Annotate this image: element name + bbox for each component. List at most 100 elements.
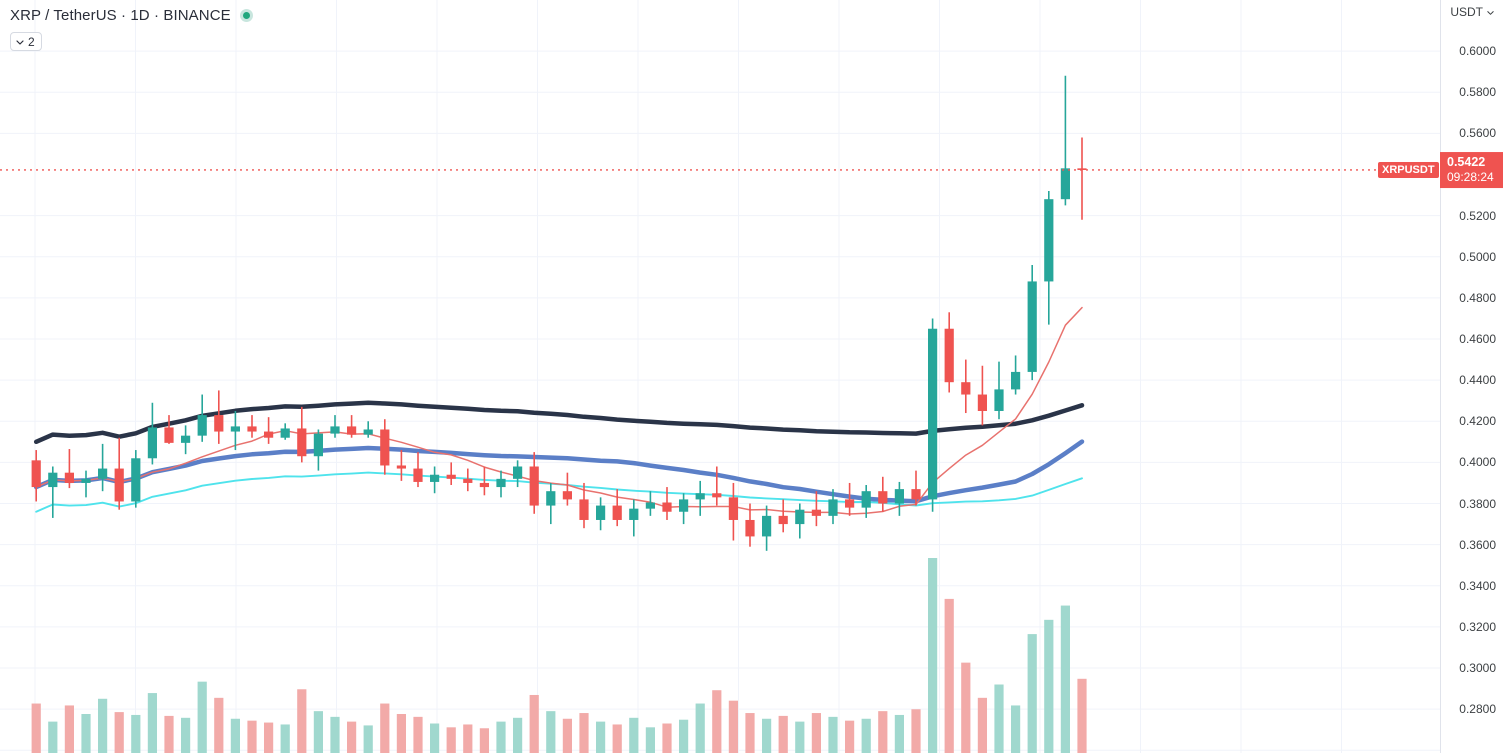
candle-body bbox=[247, 426, 257, 432]
candle-body bbox=[529, 466, 539, 506]
candle-body bbox=[546, 491, 556, 506]
volume-bar bbox=[1027, 634, 1037, 753]
candle-body bbox=[911, 489, 921, 500]
chart-pane[interactable] bbox=[0, 0, 1440, 753]
candle-body bbox=[679, 499, 689, 512]
candlestick-chart[interactable] bbox=[0, 0, 1440, 753]
volume-bar bbox=[230, 718, 240, 753]
candle-body bbox=[313, 433, 323, 457]
volume-bar bbox=[330, 716, 340, 753]
candle-body bbox=[297, 428, 307, 457]
candle-body bbox=[762, 515, 772, 537]
candle-body bbox=[811, 509, 821, 516]
candle-body bbox=[164, 427, 174, 443]
volume-bar bbox=[546, 711, 556, 753]
volume-bar bbox=[313, 711, 323, 753]
volume-bar bbox=[98, 698, 108, 753]
volume-bar bbox=[579, 713, 589, 753]
candle-body bbox=[861, 491, 871, 508]
candle-body bbox=[496, 478, 506, 488]
candle-body bbox=[347, 426, 357, 435]
candle-body bbox=[463, 478, 473, 483]
volume-bar bbox=[961, 662, 971, 753]
candle-body bbox=[928, 328, 938, 500]
volume-bar bbox=[214, 697, 224, 753]
price-tick: 0.4200 bbox=[1459, 414, 1496, 429]
candle-body bbox=[479, 482, 489, 488]
market-open-dot bbox=[239, 8, 253, 22]
candle-body bbox=[612, 505, 622, 520]
volume-bar bbox=[164, 715, 174, 753]
candle-body bbox=[1044, 199, 1054, 282]
candle-body bbox=[645, 502, 655, 509]
volume-bar bbox=[878, 711, 888, 753]
candle-body bbox=[1027, 281, 1037, 372]
volume-bar bbox=[645, 727, 655, 753]
price-tick: 0.5600 bbox=[1459, 126, 1496, 141]
candle-body bbox=[845, 499, 855, 508]
volume-bar bbox=[662, 723, 672, 753]
current-price-badge[interactable]: 0.5422 09:28:24 bbox=[1440, 152, 1503, 188]
candle-body bbox=[795, 509, 805, 525]
candle-body bbox=[977, 394, 987, 411]
bar-count-chip[interactable]: 2 bbox=[10, 32, 42, 51]
candle-body bbox=[1060, 168, 1070, 200]
volume-bar bbox=[297, 689, 307, 753]
volume-bar bbox=[64, 705, 74, 753]
volume-bar bbox=[1077, 678, 1087, 753]
volume-bar bbox=[612, 724, 622, 753]
volume-bar bbox=[363, 725, 373, 753]
volume-bar bbox=[944, 598, 954, 753]
candle-body bbox=[745, 519, 755, 537]
candle-body bbox=[662, 502, 672, 512]
price-axis[interactable]: USDT 0.6000 0.5800 0.5600 0.5200 0.5000 0.480… bbox=[1440, 0, 1503, 753]
candle-body bbox=[695, 493, 705, 500]
price-tick: 0.3200 bbox=[1459, 619, 1496, 634]
price-tick: 0.3600 bbox=[1459, 537, 1496, 552]
volume-bar bbox=[894, 714, 904, 753]
currency-unit-label: USDT bbox=[1450, 5, 1483, 19]
candle-body bbox=[562, 491, 572, 500]
volume-bar bbox=[828, 716, 838, 753]
candle-body bbox=[131, 458, 141, 502]
price-tick: 0.4600 bbox=[1459, 332, 1496, 346]
symbol-title[interactable]: XRP / TetherUS · 1D · BINANCE bbox=[10, 6, 231, 24]
volume-bar bbox=[977, 697, 987, 753]
candle-body bbox=[280, 428, 290, 438]
currency-unit-selector[interactable]: USDT bbox=[1450, 5, 1495, 19]
volume-bar bbox=[562, 718, 572, 753]
candle-body bbox=[1011, 371, 1021, 390]
price-tick: 0.2800 bbox=[1459, 702, 1496, 717]
candle-body bbox=[961, 382, 971, 395]
volume-bar bbox=[347, 721, 357, 753]
bar-count-label: 2 bbox=[28, 34, 35, 49]
price-tick: 0.5200 bbox=[1459, 208, 1496, 223]
volume-bar bbox=[861, 718, 871, 753]
candle-body bbox=[1077, 168, 1087, 170]
volume-bar bbox=[114, 712, 124, 753]
volume-bar bbox=[762, 718, 772, 753]
candle-body bbox=[363, 429, 373, 435]
price-tick: 0.3400 bbox=[1459, 578, 1496, 593]
volume-bar bbox=[1060, 605, 1070, 753]
candle-body bbox=[396, 465, 406, 469]
candle-body bbox=[413, 468, 423, 482]
volume-bar bbox=[629, 717, 639, 753]
legend-title-row: XRP / TetherUS · 1D · BINANCE bbox=[10, 5, 253, 25]
volume-bar bbox=[911, 709, 921, 753]
candle-body bbox=[828, 499, 838, 516]
chart-legend: XRP / TetherUS · 1D · BINANCE 2 bbox=[10, 5, 253, 52]
volume-bar bbox=[446, 727, 456, 753]
volume-bar bbox=[181, 717, 191, 753]
price-tick: 0.4800 bbox=[1459, 290, 1496, 305]
price-tick: 0.5000 bbox=[1459, 249, 1496, 264]
candle-body bbox=[264, 431, 274, 438]
candle-body bbox=[230, 426, 240, 432]
volume-bar bbox=[413, 716, 423, 753]
volume-bar bbox=[695, 703, 705, 753]
volume-bar bbox=[131, 714, 141, 753]
volume-bar bbox=[48, 721, 58, 753]
volume-bar bbox=[596, 721, 606, 753]
candle-body bbox=[994, 389, 1004, 411]
chevron-down-icon bbox=[1487, 10, 1494, 15]
